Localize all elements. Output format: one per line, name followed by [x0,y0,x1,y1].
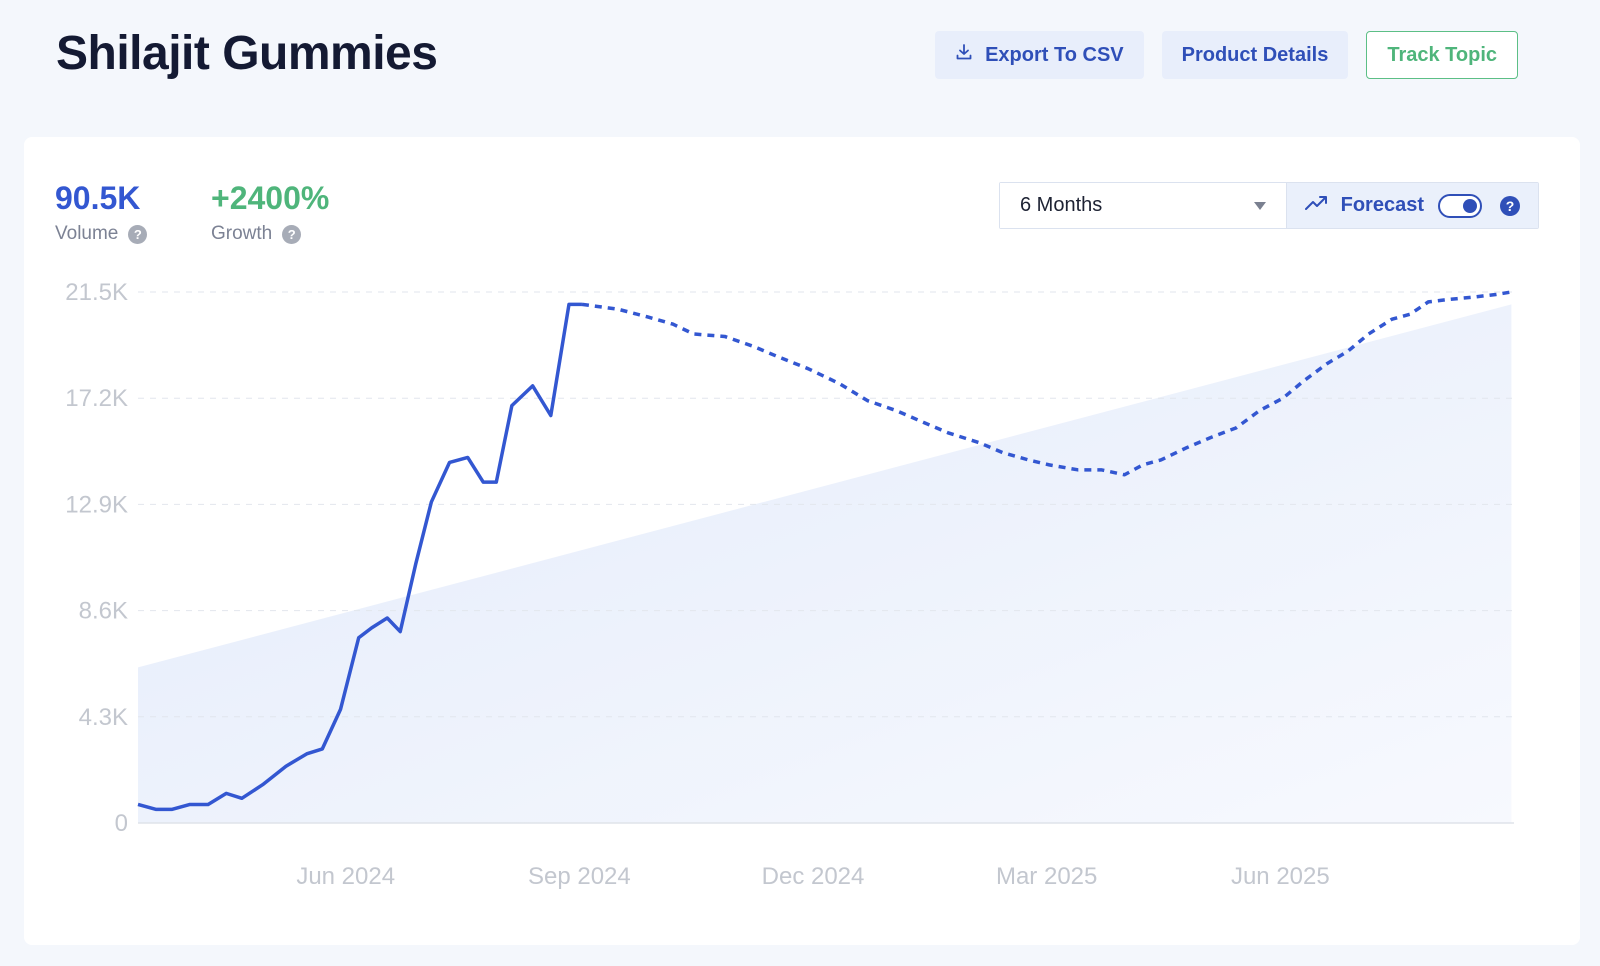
forecast-control: Forecast ? [1285,183,1538,228]
time-range-select[interactable]: 6 Months [1000,183,1286,228]
time-range-value: 6 Months [1020,194,1103,216]
x-tick-label: Sep 2024 [528,863,631,890]
growth-stat: +2400% Growth ? [211,179,329,245]
y-tick-label: 12.9K [65,491,128,518]
x-tick-label: Mar 2025 [996,863,1097,890]
forecast-label: Forecast [1340,194,1424,216]
question-icon[interactable]: ? [282,224,302,244]
y-tick-label: 4.3K [79,704,128,731]
export-csv-button[interactable]: Export To CSV [935,31,1144,79]
track-topic-button[interactable]: Track Topic [1366,31,1518,79]
trend-chart: 0 4.3K 8.6K 12.9K 17.2K 21.5K Jun 2024 Sep 202… [65,279,1514,890]
x-tick-label: Dec 2024 [762,863,865,890]
help-icon[interactable]: ? [1500,195,1520,216]
trending-up-icon [1304,194,1329,217]
export-csv-label: Export To CSV [985,43,1124,66]
growth-label-row: Growth ? [211,223,329,245]
page-title: Shilajit Gummies [56,27,438,80]
chart-controls: 6 Months Forecast ? [999,182,1539,229]
volume-label-row: Volume ? [55,223,148,245]
chart-card: 90.5K Volume ? +2400% Growth ? 6 Months … [24,137,1580,945]
forecast-line [581,290,1512,477]
header-actions: Export To CSV Product Details Track Topi… [935,31,1518,79]
toggle-knob [1463,198,1477,213]
y-tick-label: 8.6K [79,598,128,625]
question-icon[interactable]: ? [128,224,148,244]
product-details-button[interactable]: Product Details [1161,31,1349,79]
forecast-toggle[interactable] [1438,193,1482,218]
y-tick-label: 17.2K [65,385,128,412]
download-icon [955,43,973,67]
growth-label: Growth [211,223,273,244]
volume-label: Volume [55,223,119,244]
x-tick-label: Jun 2025 [1231,863,1330,890]
y-tick-label: 21.5K [65,279,128,306]
x-tick-label: Jun 2024 [296,863,395,890]
y-tick-label: 0 [115,810,128,837]
volume-line [137,302,582,812]
volume-stat: 90.5K Volume ? [55,179,148,245]
volume-value: 90.5K [55,180,141,216]
growth-value: +2400% [211,180,330,216]
trend-area [138,304,1512,823]
chevron-down-icon [1253,201,1266,210]
